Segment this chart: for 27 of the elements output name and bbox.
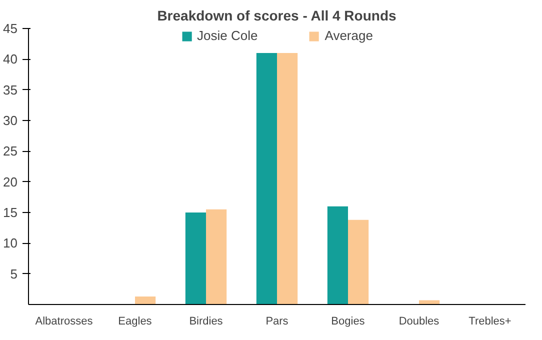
y-tick-label: 25 xyxy=(3,144,18,159)
bar xyxy=(206,209,227,304)
legend-label: Josie Cole xyxy=(197,28,258,43)
y-tick-label: 45 xyxy=(3,21,18,36)
x-tick-label: Albatrosses xyxy=(35,316,94,328)
y-tick-label: 30 xyxy=(3,113,18,128)
y-tick-label: 20 xyxy=(3,174,18,190)
bar xyxy=(277,53,298,304)
x-tick-label: Bogies xyxy=(331,316,366,328)
bar xyxy=(185,212,206,304)
legend-label: Average xyxy=(324,28,373,43)
y-tick-label: 40 xyxy=(3,52,18,67)
y-tick-label: 10 xyxy=(3,236,18,251)
bar xyxy=(135,296,156,304)
x-tick-label: Birdies xyxy=(189,316,224,328)
bar xyxy=(348,220,369,304)
x-tick-label: Doubles xyxy=(398,316,440,328)
y-tick-label: 35 xyxy=(3,82,18,98)
chart-title: Breakdown of scores - All 4 Rounds xyxy=(157,8,396,24)
x-tick-label: Pars xyxy=(266,316,289,328)
y-tick-label: 15 xyxy=(3,205,18,220)
x-tick-label: Trebles+ xyxy=(468,316,512,328)
y-tick-label: 5 xyxy=(10,266,18,282)
bar xyxy=(327,206,348,304)
bar xyxy=(419,300,440,304)
bar xyxy=(256,53,277,304)
x-tick-label: Eagles xyxy=(118,316,152,328)
